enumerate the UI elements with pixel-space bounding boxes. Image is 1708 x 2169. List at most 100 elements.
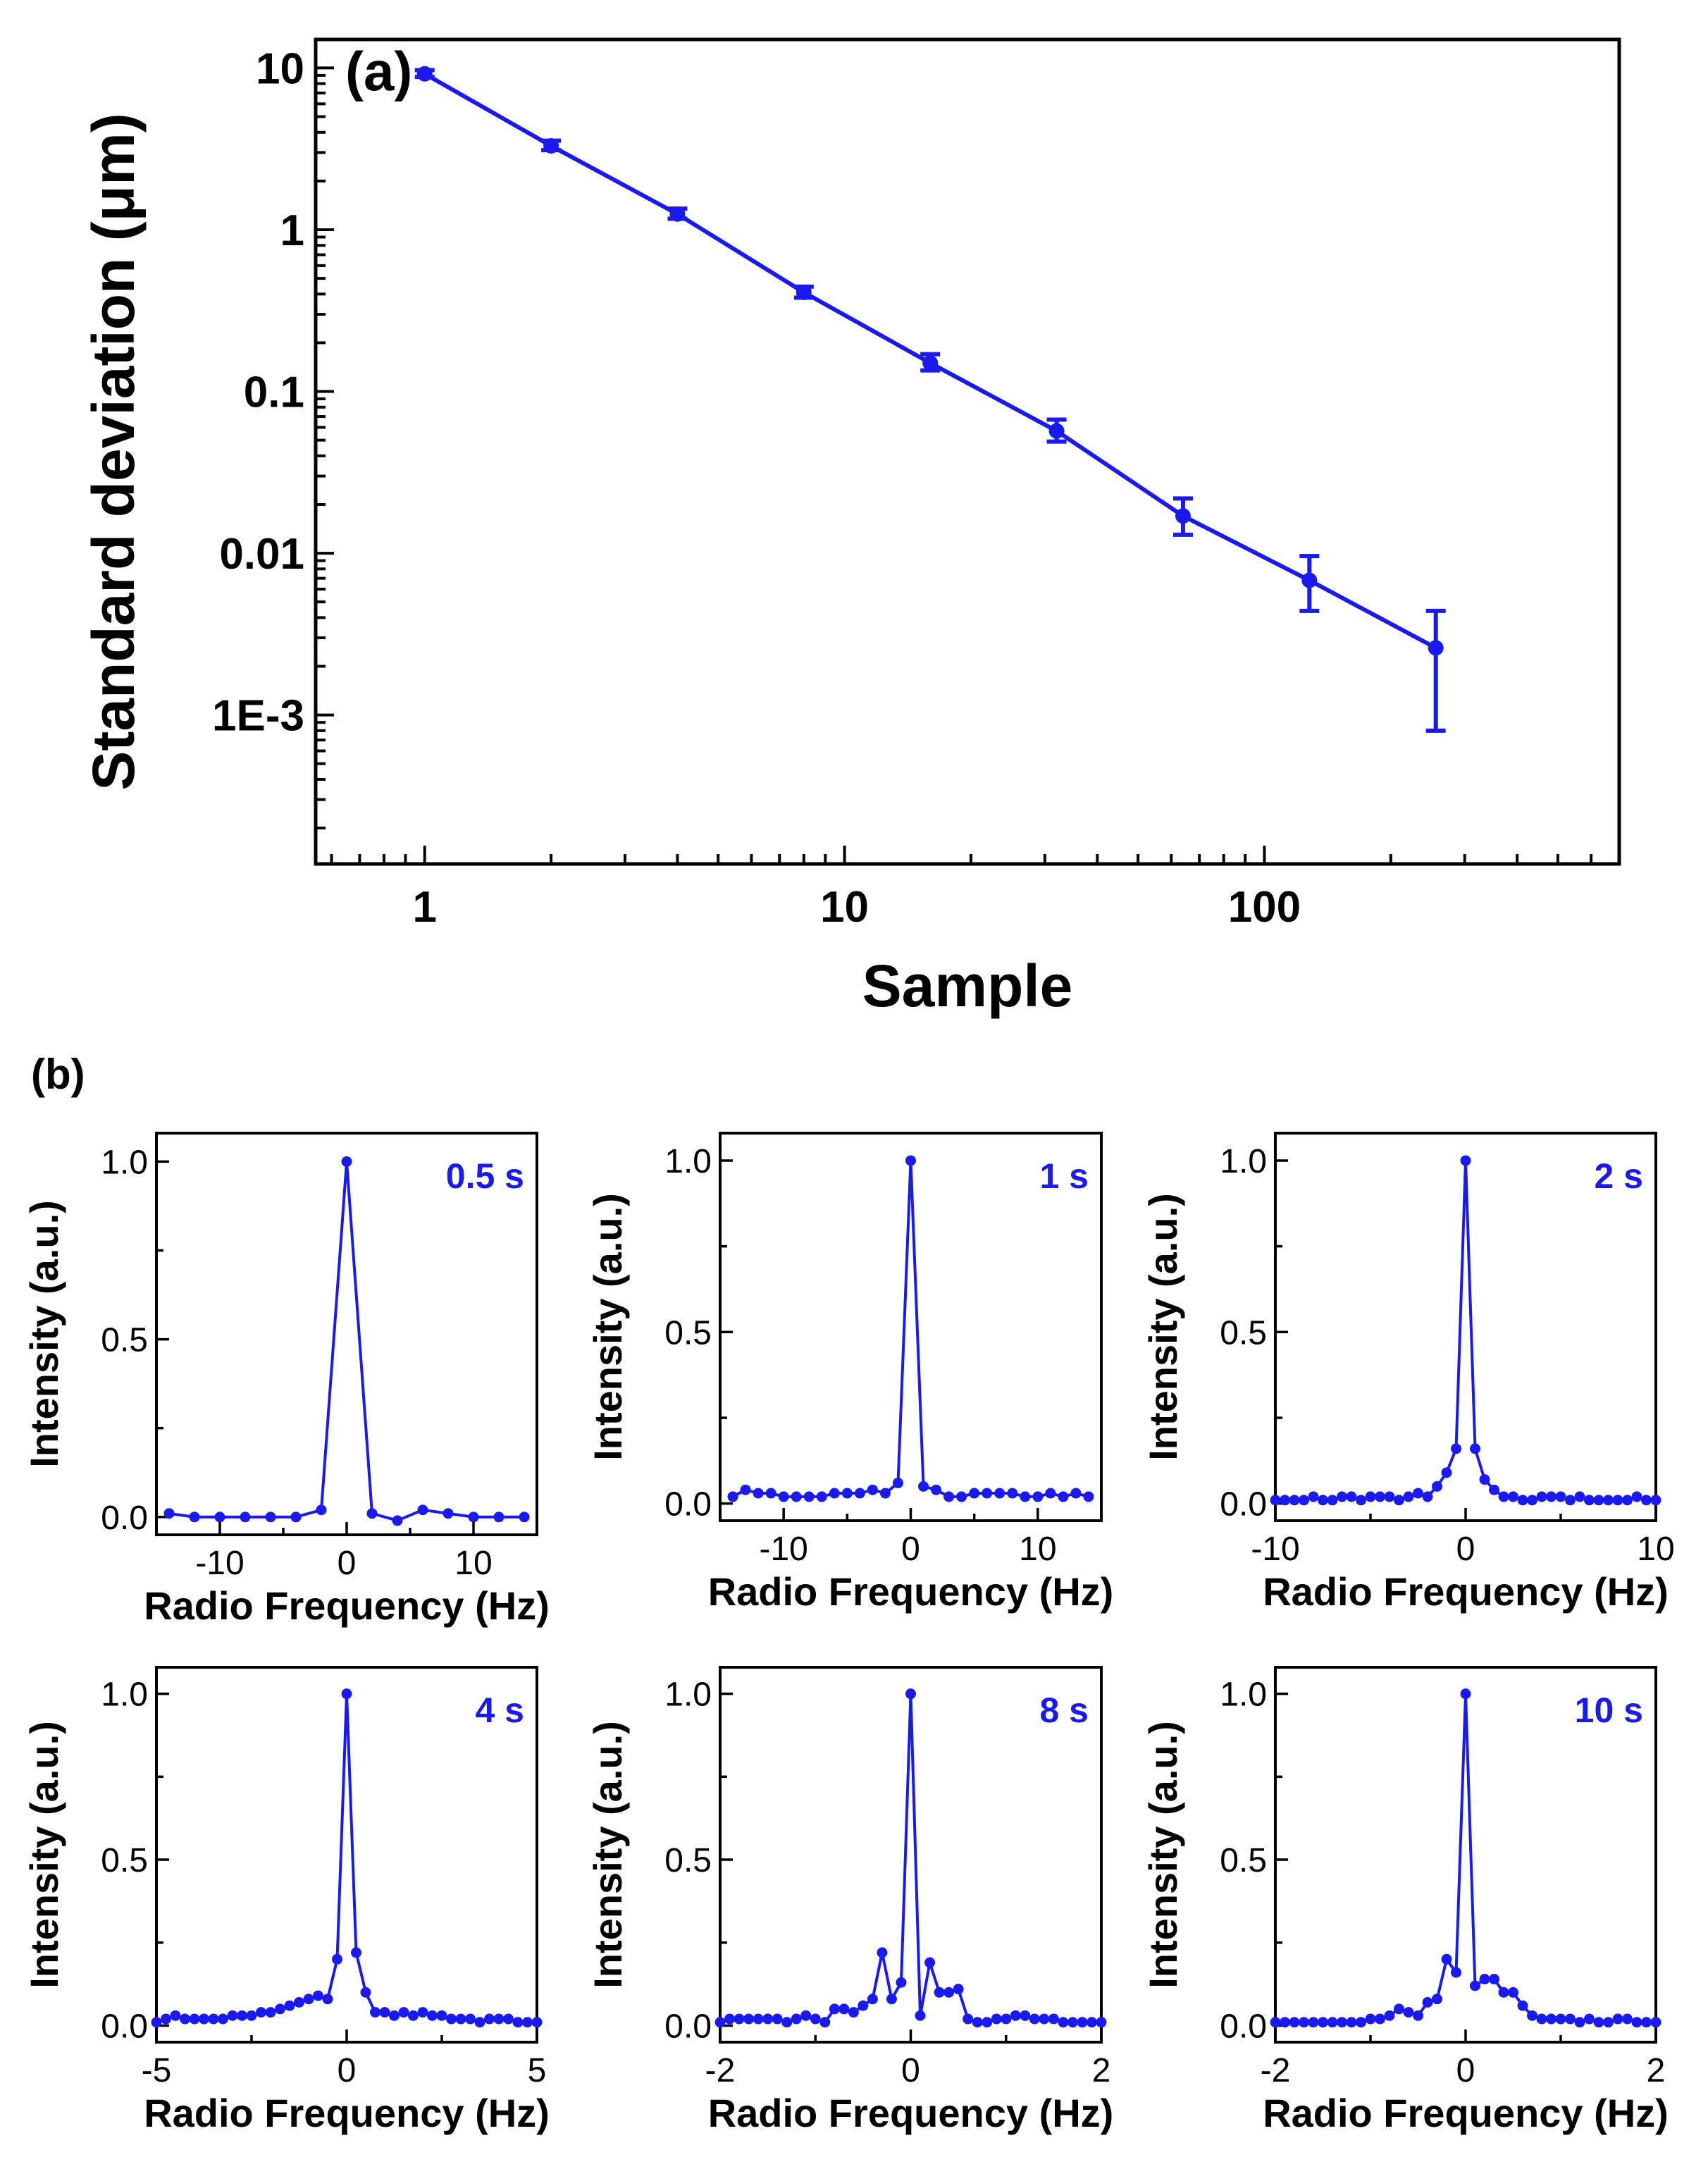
data-point [1346,1491,1357,1502]
data-point [669,206,686,222]
data-point [1289,2017,1300,2028]
data-point [1058,1491,1069,1502]
data-point [1584,2013,1595,2025]
data-point [1299,2017,1309,2028]
data-point [189,2013,200,2025]
data-point [829,1488,840,1499]
series-line [732,1160,1089,1499]
data-point [313,1990,323,2001]
data-point [1070,1488,1082,1499]
data-point [994,1488,1005,1499]
data-point [969,1488,980,1499]
data-point [848,2007,859,2018]
data-point [1536,2013,1547,2025]
data-point [931,1484,942,1495]
y-tick-label: 0.5 [664,1842,712,1879]
data-point [943,1986,955,1998]
data-point [1432,1481,1442,1492]
exposure-time-label: 4 s [475,1691,524,1730]
x-tick-label: 1 [412,883,436,932]
data-point [1327,2017,1338,2028]
data-point [1489,1484,1499,1495]
data-point [892,1477,903,1488]
data-point [208,2013,219,2025]
series-line [156,1693,537,2024]
series-line [1275,1160,1656,1502]
data-point [465,2013,476,2025]
x-tick-label: 0 [338,1545,357,1582]
data-point [189,1512,200,1523]
data-point [1289,1495,1300,1506]
data-point [360,1986,371,1998]
data-point [896,1977,907,1988]
data-point [1413,1488,1423,1499]
data-point [1010,2010,1021,2021]
data-point [1337,1491,1347,1502]
data-point [1612,1495,1623,1506]
data-point [1546,2013,1557,2025]
x-tick-label: 0 [1456,2052,1475,2089]
plot-frame [314,37,1621,866]
series-line [719,1693,1101,2025]
data-point [1048,2013,1059,2025]
data-point [1460,1155,1471,1166]
data-point [427,2010,438,2021]
y-tick-label: 0.5 [1220,1842,1267,1879]
x-tick-label: 10 [820,883,869,932]
exposure-time-label: 1 s [1039,1156,1089,1196]
data-point [963,2013,974,2025]
y-tick-label: 0.0 [101,1500,148,1537]
data-point [512,2017,524,2028]
x-axis-label: Radio Frequency (Hz) [144,1583,550,1628]
data-point [332,1953,342,1965]
data-point [237,2010,247,2021]
data-point [740,1484,751,1495]
data-point [493,1512,505,1523]
data-point [1574,2017,1585,2028]
data-point [1083,1491,1094,1502]
data-point [256,2007,266,2018]
x-tick-label: 2 [1092,2052,1111,2089]
data-point [1308,1491,1319,1502]
data-point [1077,2017,1088,2028]
data-point [841,1488,853,1499]
y-tick-label: 0.0 [664,1486,712,1524]
data-point [791,1491,802,1502]
data-point [227,2010,238,2021]
data-point [1007,1488,1018,1499]
subplot-8s: -2 0 2 0.0 0.5 1.0 Radio Frequency (Hz) Intensi… [586,1666,1113,2135]
data-point [398,2007,409,2018]
data-point [493,2013,505,2025]
subplot-4s: -5 0 5 0.0 0.5 1.0 Radio Frequency (Hz) Intensi… [22,1666,550,2135]
x-tick-label: -2 [705,2052,736,2089]
data-point [1593,1495,1604,1506]
y-tick-label: 0.0 [664,2008,712,2045]
data-point [1650,2017,1661,2028]
data-point [1356,2017,1366,2028]
data-point [1270,1495,1281,1506]
x-axis-label: Sample [862,953,1073,1019]
data-point [791,2013,802,2025]
y-tick-label: 1 [280,206,304,255]
data-point [408,2010,419,2021]
data-point [1096,2017,1107,2028]
data-point [275,2003,285,2015]
data-point [1555,2013,1566,2025]
data-point [531,2017,543,2028]
y-tick-label: 0.5 [101,1322,148,1359]
data-point [1441,1467,1452,1478]
data-point [943,1491,955,1502]
data-point [838,2003,850,2015]
x-tick-label: 10 [454,1545,492,1582]
y-axis-label: Intensity (a.u.) [22,1721,66,1989]
data-point [484,2013,495,2025]
data-point [1327,1495,1338,1506]
data-point [341,1156,352,1167]
data-point [1527,2010,1537,2021]
data-point [1365,1491,1376,1502]
y-tick-label: 1.0 [664,1143,712,1180]
x-tick-label: -5 [142,2052,172,2089]
data-point [1508,1986,1518,1998]
data-point [1413,2010,1423,2021]
